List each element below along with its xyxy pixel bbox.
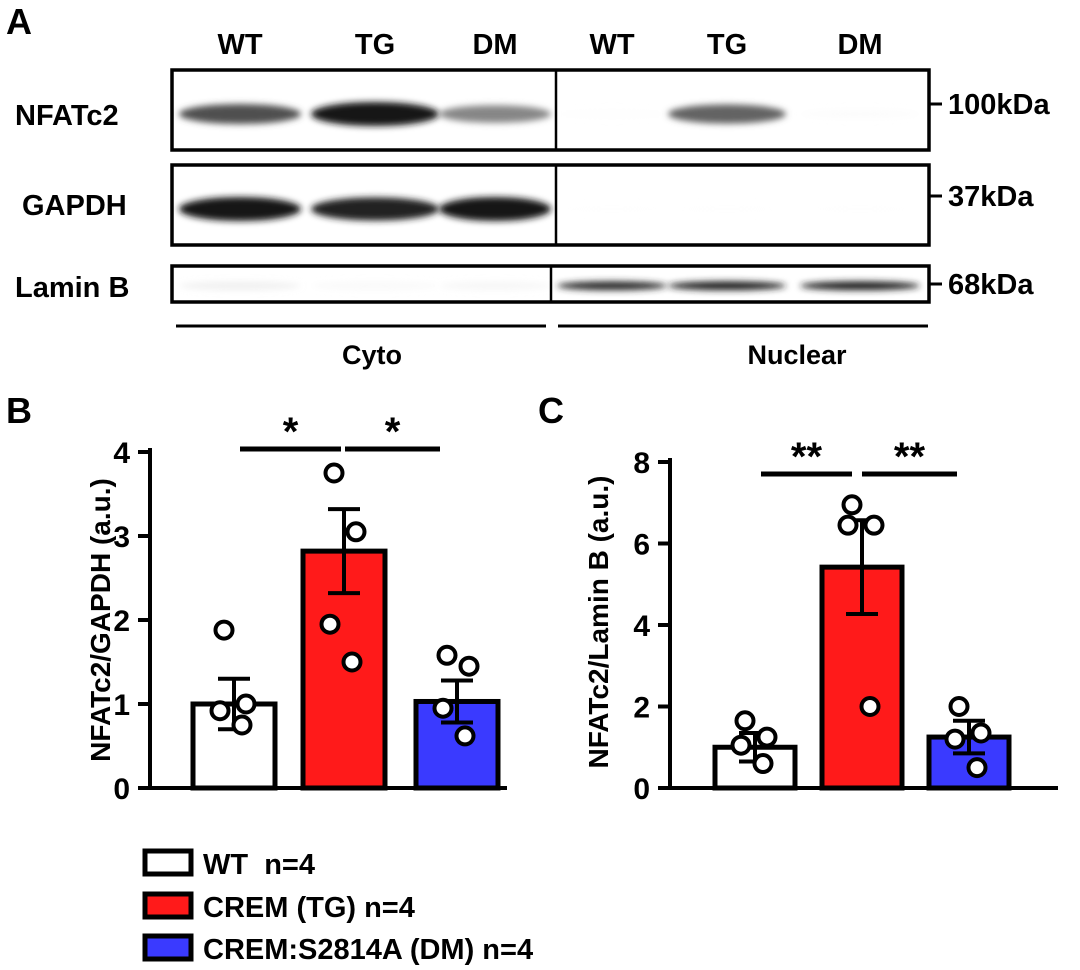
- blot-row-laminb: Lamin B 68kDa: [15, 264, 1034, 304]
- legend: WT n=4 CREM (TG) n=4 CREM:S2814A (DM) n=…: [142, 848, 533, 966]
- data-point-dm: [944, 728, 966, 750]
- y-tick-label-4: 4: [633, 610, 650, 643]
- blot-row-nfatc2: NFATc2 100kDa: [15, 68, 1050, 152]
- band-laminb-lane-2: [311, 281, 439, 291]
- y-tick-label-2: 2: [113, 605, 130, 638]
- y-tick-label-2: 2: [633, 692, 650, 725]
- data-point-tg: [319, 613, 341, 635]
- blot-frame-nfatc2: [170, 68, 931, 152]
- legend-swatch-dm: [142, 933, 194, 962]
- y-tick-label-3: 3: [113, 521, 130, 554]
- significance-label-2: *: [385, 410, 401, 454]
- legend-label-wt: WT n=4: [203, 849, 315, 881]
- data-point-wt: [730, 734, 752, 756]
- chart-b: 0 1 2 3 4 * *: [113, 410, 507, 806]
- lane-label-nuclear-wt: WT: [589, 29, 634, 61]
- data-point-wt: [235, 693, 257, 715]
- band-nfatc2-lane-4: [557, 109, 667, 119]
- y-tick-label-1: 1: [113, 689, 130, 722]
- panel-c-y-axis-label: NFATc2/Lamin B (a.u.): [583, 476, 614, 769]
- band-nfatc2-lane-2: [311, 102, 439, 126]
- protein-label-gapdh: GAPDH: [22, 190, 127, 222]
- data-point-dm: [970, 722, 992, 744]
- protein-label-laminb: Lamin B: [15, 272, 129, 304]
- data-point-dm: [432, 697, 454, 719]
- panel-b: B NFATc2/GAPDH (a.u.) 0 1 2 3 4 * *: [6, 390, 507, 806]
- band-nfatc2-lane-6: [800, 109, 920, 119]
- band-gapdh-lane-5: [668, 204, 786, 214]
- band-laminb-lane-4: [557, 281, 667, 291]
- data-point-tg: [345, 521, 367, 543]
- band-laminb-lane-1: [179, 281, 301, 291]
- band-nfatc2-lane-1: [179, 104, 301, 124]
- panel-a-label: A: [6, 1, 32, 42]
- band-gapdh-lane-3: [439, 197, 551, 221]
- data-point-wt: [734, 710, 756, 732]
- legend-item-wt: WT n=4: [142, 848, 315, 881]
- band-nfatc2-lane-3: [439, 105, 551, 123]
- lane-label-cyto-tg: TG: [355, 29, 395, 61]
- significance-label-1: *: [283, 410, 299, 454]
- legend-swatch-tg: [142, 891, 194, 920]
- panel-c-label: C: [538, 390, 564, 431]
- panel-b-y-axis-label: NFATc2/GAPDH (a.u.): [85, 478, 116, 762]
- band-gapdh-lane-2: [311, 197, 439, 221]
- lane-label-nuclear-tg: TG: [707, 29, 747, 61]
- lane-label-nuclear-dm: DM: [837, 29, 882, 61]
- size-label-nfatc2: 100kDa: [948, 89, 1050, 121]
- protein-label-nfatc2: NFATc2: [15, 100, 119, 132]
- panel-a: A WT TG DM WT TG DM NFATc2 100kDa GAPDH …: [6, 1, 1050, 370]
- data-point-dm: [948, 696, 970, 717]
- data-point-dm: [454, 725, 476, 747]
- y-tick-label-8: 8: [633, 447, 650, 480]
- data-point-wt: [209, 700, 231, 722]
- band-nfatc2-lane-5: [668, 104, 786, 124]
- band-gapdh-lane-6: [800, 204, 920, 214]
- panel-c: C NFATc2/Lamin B (a.u.) 0 2 4 6 8 ** **: [538, 390, 1058, 806]
- legend-swatch-wt: [142, 848, 194, 877]
- panel-b-label: B: [6, 390, 32, 431]
- data-point-wt: [752, 753, 774, 775]
- nuclear-fraction-label: Nuclear: [747, 340, 847, 370]
- bar-dm: [413, 698, 501, 791]
- data-point-wt: [213, 619, 235, 641]
- legend-item-tg: CREM (TG) n=4: [142, 891, 415, 924]
- legend-label-dm: CREM:S2814A (DM) n=4: [203, 934, 533, 966]
- y-tick-label-0: 0: [113, 773, 130, 806]
- band-gapdh-lane-4: [557, 204, 667, 214]
- cyto-fraction-label: Cyto: [342, 340, 402, 370]
- data-point-tg: [837, 514, 859, 536]
- blot-row-gapdh: GAPDH 37kDa: [22, 163, 1034, 247]
- significance-label-2: **: [894, 435, 926, 479]
- data-point-wt: [756, 726, 778, 748]
- band-gapdh-lane-1: [179, 197, 301, 221]
- y-tick-label-6: 6: [633, 529, 650, 562]
- legend-item-dm: CREM:S2814A (DM) n=4: [142, 933, 533, 966]
- band-laminb-lane-5: [668, 281, 786, 291]
- data-point-dm: [436, 644, 458, 666]
- data-point-wt: [231, 714, 253, 736]
- band-laminb-lane-3: [439, 281, 551, 291]
- size-label-laminb: 68kDa: [948, 269, 1034, 301]
- lane-labels: WT TG DM WT TG DM: [217, 29, 882, 61]
- data-point-dm: [458, 655, 480, 677]
- data-point-tg: [323, 462, 345, 484]
- data-point-tg: [863, 514, 885, 536]
- data-point-tg: [341, 651, 363, 673]
- lane-label-cyto-dm: DM: [472, 29, 517, 61]
- lane-label-cyto-wt: WT: [217, 29, 262, 61]
- chart-c: 0 2 4 6 8 ** **: [633, 435, 1058, 806]
- data-point-tg: [841, 494, 863, 516]
- band-laminb-lane-6: [800, 281, 920, 291]
- y-tick-label-4: 4: [113, 437, 130, 470]
- data-point-dm: [966, 757, 988, 779]
- y-tick-label-0: 0: [633, 773, 650, 806]
- legend-label-tg: CREM (TG) n=4: [203, 892, 415, 924]
- size-label-gapdh: 37kDa: [948, 181, 1034, 213]
- data-point-tg: [859, 696, 881, 717]
- blot-frame-gapdh: [170, 163, 931, 247]
- significance-label-1: **: [791, 435, 823, 479]
